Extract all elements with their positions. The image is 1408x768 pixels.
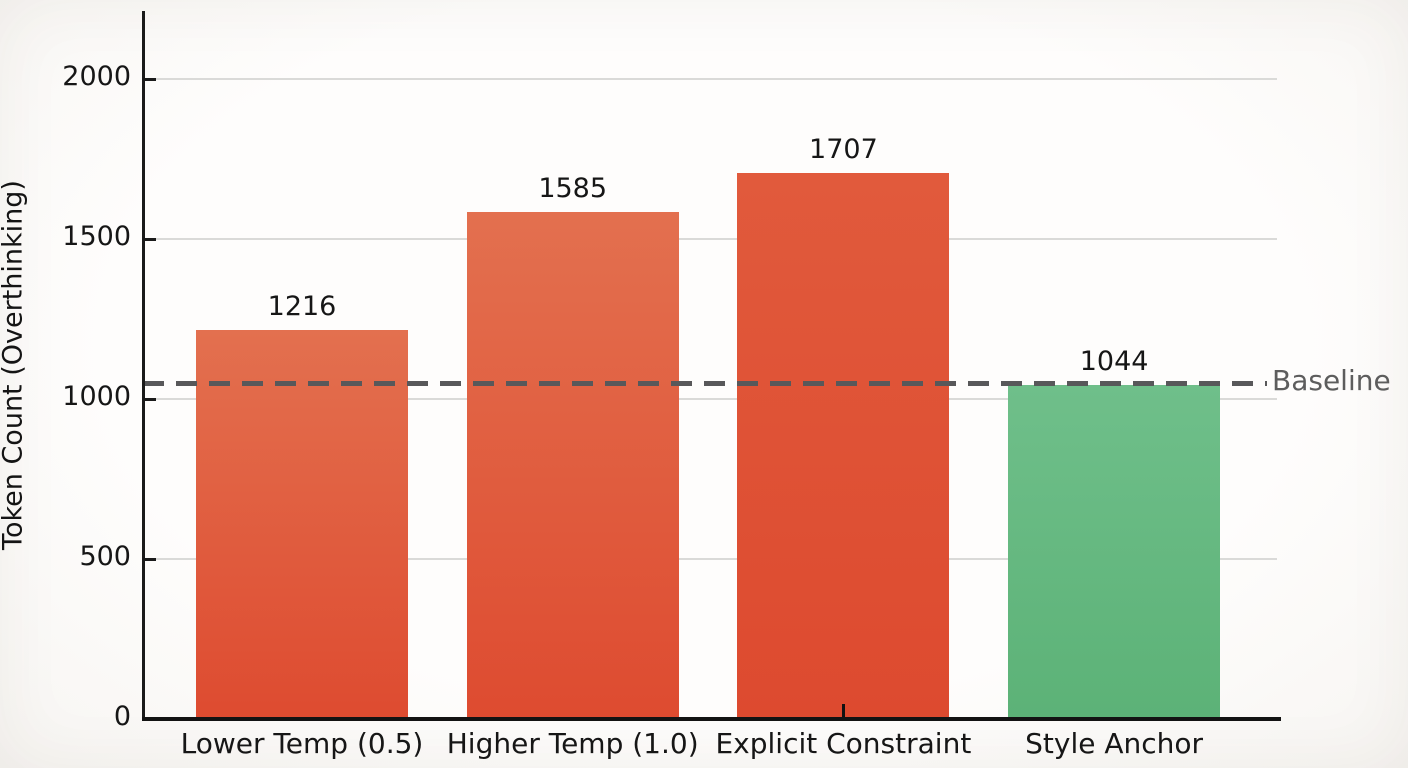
bar-style-anchor: [1008, 384, 1221, 719]
y-axis-tick: [143, 237, 156, 241]
y-tick-label: 1500: [62, 221, 131, 252]
bar-value-label: 1044: [1079, 345, 1149, 377]
y-tick-label: 1000: [62, 381, 131, 412]
bar-higher-temp-1-0: [466, 211, 679, 719]
x-axis-spine: [142, 717, 1281, 721]
bar-value-label: 1707: [809, 133, 878, 165]
gridline-2000: [143, 78, 1277, 80]
y-axis-tick: [143, 557, 156, 561]
y-axis-tick: [143, 77, 156, 81]
bar-lower-temp-0-5: [196, 329, 408, 719]
bar-value-label: 1216: [267, 290, 337, 322]
baseline-annotation-label: Baseline: [1272, 364, 1391, 397]
y-tick-label: 2000: [62, 61, 131, 92]
x-tick-label: Style Anchor: [1025, 727, 1204, 760]
bar-explicit-constraint: [737, 172, 950, 719]
gridline-1000: [143, 398, 1277, 400]
gridline-500: [143, 558, 1277, 560]
gridline-1500: [143, 238, 1277, 240]
y-tick-label: 0: [113, 701, 131, 732]
x-tick-label: Higher Temp (1.0): [446, 727, 699, 760]
x-axis-tick: [841, 704, 845, 717]
y-axis-spine: [142, 11, 145, 721]
baseline-dashed-line: [143, 380, 1267, 386]
x-tick-label: Lower Temp (0.5): [180, 727, 424, 760]
x-tick-label: Explicit Constraint: [715, 727, 972, 760]
bar-value-label: 1585: [538, 172, 608, 204]
plot-area: 1216 1585 1707 1044: [143, 10, 1280, 721]
y-tick-label: 500: [79, 541, 131, 572]
y-axis-tick: [143, 397, 156, 401]
